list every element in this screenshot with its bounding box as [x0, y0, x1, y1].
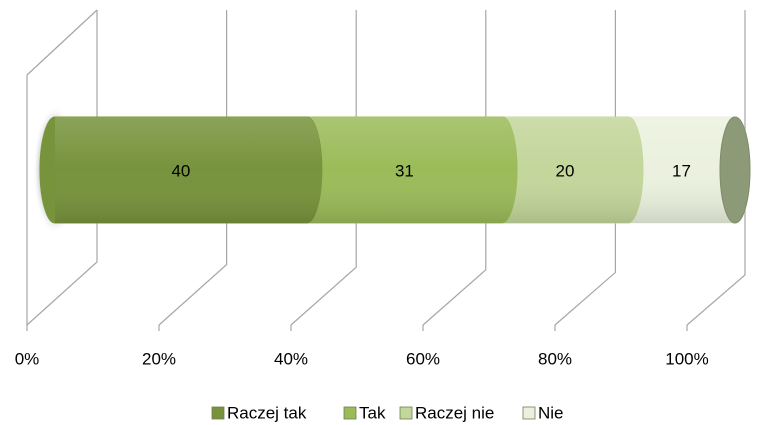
legend-label: Tak — [359, 403, 386, 422]
legend-swatch — [399, 406, 413, 420]
side-wall — [26, 9, 98, 76]
grid-line — [26, 10, 98, 326]
grid-line — [554, 10, 616, 326]
grid-line — [686, 10, 746, 326]
bar-shade — [40, 117, 322, 223]
x-tick-label: 0% — [15, 349, 40, 368]
x-tick-label: 60% — [406, 349, 440, 368]
grid-line — [158, 10, 228, 326]
bar-cap — [719, 116, 751, 224]
x-tick-label: 100% — [665, 349, 708, 368]
legend-label: Nie — [538, 403, 564, 422]
legend-swatch — [211, 406, 225, 420]
x-tick-label: 80% — [538, 349, 572, 368]
x-tick-label: 40% — [274, 349, 308, 368]
legend-label: Raczej nie — [415, 403, 494, 422]
legend-label: Raczej tak — [227, 403, 307, 422]
bar-cap — [40, 117, 55, 223]
data-label: 20 — [556, 161, 575, 180]
bar-shade — [291, 117, 518, 223]
data-label: 31 — [395, 161, 414, 180]
grid-line — [290, 10, 357, 326]
bar-shade — [487, 117, 643, 223]
grid-line — [422, 10, 487, 326]
bar-shade — [612, 117, 750, 223]
x-tick-label: 20% — [142, 349, 176, 368]
legend-swatch — [522, 406, 536, 420]
legend-swatch — [343, 406, 357, 420]
data-label: 17 — [672, 161, 691, 180]
data-label: 40 — [171, 161, 190, 180]
